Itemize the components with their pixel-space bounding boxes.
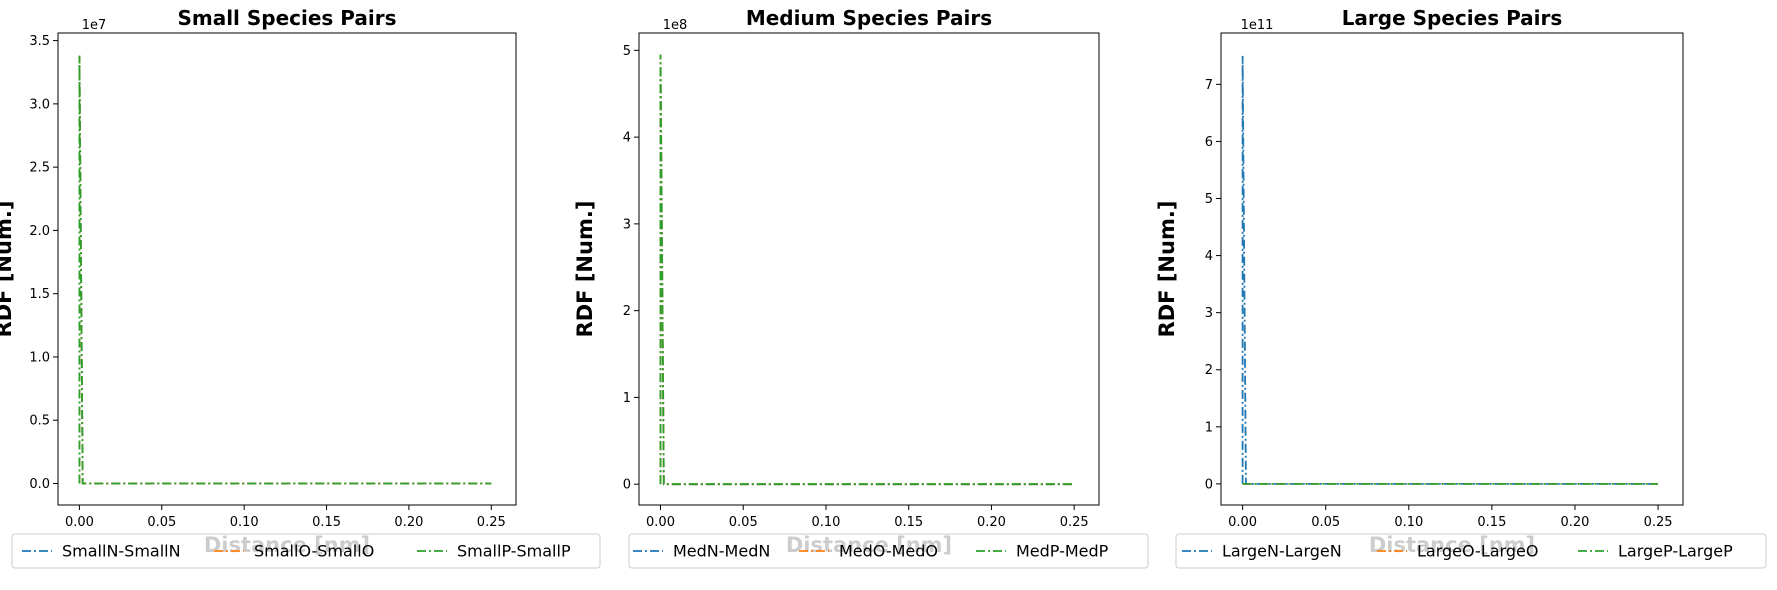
x-tick-label: 0.00: [646, 515, 675, 530]
legend-entry-label: SmallO-SmallO: [254, 542, 374, 561]
y-tick-label: 0.0: [29, 477, 50, 492]
x-tick-label: 0.10: [1394, 515, 1423, 530]
legend-entry-label: MedN-MedN: [673, 542, 770, 561]
x-tick-label: 0.25: [477, 515, 506, 530]
y-tick-label: 4: [623, 131, 631, 146]
plot-area-frame: [57, 32, 517, 506]
y-tick-label: 3: [1205, 306, 1213, 321]
legend-entry-label: LargeN-LargeN: [1222, 542, 1342, 561]
series-line-LargeN-LargeN: [1241, 55, 1659, 485]
x-tick-label: 0.00: [65, 515, 94, 530]
x-tick-label: 0.15: [312, 515, 341, 530]
y-axis-offset-label: 1e8: [663, 18, 688, 33]
y-tick-label: 1.5: [29, 287, 50, 302]
x-tick-label: 0.05: [147, 515, 176, 530]
y-tick-label: 3: [623, 217, 631, 232]
x-tick-label: 0.00: [1228, 515, 1257, 530]
legend-entry-label: SmallN-SmallN: [62, 542, 181, 561]
y-tick-label: 0.5: [29, 414, 50, 429]
x-tick-label: 0.20: [977, 515, 1006, 530]
y-tick-label: 2.0: [29, 224, 50, 239]
legend-entry-label: LargeO-LargeO: [1417, 542, 1538, 561]
y-tick-label: 2.5: [29, 161, 50, 176]
y-axis-offset-label: 1e11: [1241, 18, 1274, 33]
legend-box: [1175, 533, 1767, 569]
y-tick-label: 4: [1205, 249, 1213, 264]
series-line-SmallN-SmallN: [78, 55, 492, 485]
x-tick-label: 0.10: [812, 515, 841, 530]
y-tick-label: 1: [1205, 420, 1213, 435]
y-axis-offset-label: 1e7: [82, 18, 107, 33]
series-line-MedP-MedP: [659, 54, 1075, 486]
y-tick-label: 1.0: [29, 350, 50, 365]
x-tick-label: 0.25: [1060, 515, 1089, 530]
y-tick-label: 5: [623, 44, 631, 59]
y-axis-label: RDF [Num.]: [1155, 201, 1179, 338]
y-tick-label: 5: [1205, 192, 1213, 207]
y-tick-label: 3.0: [29, 97, 50, 112]
plot-area-frame: [1220, 32, 1684, 506]
chart-panel-0: Small Species Pairs 0.00 0.05 0.10 0.15 0.20 0…: [0, 6, 601, 569]
series-line-MedN-MedN: [659, 54, 1075, 486]
x-tick-label: 0.15: [1477, 515, 1506, 530]
y-tick-label: 0: [623, 478, 631, 493]
series-line-SmallP-SmallP: [78, 55, 492, 485]
y-tick-label: 0: [1205, 477, 1213, 492]
y-tick-label: 2: [623, 304, 631, 319]
x-tick-label: 0.20: [1561, 515, 1590, 530]
y-tick-label: 1: [623, 391, 631, 406]
series-line-MedO-MedO: [659, 54, 1075, 486]
x-tick-label: 0.10: [230, 515, 259, 530]
y-tick-label: 7: [1205, 78, 1213, 93]
series-line-SmallO-SmallO: [78, 55, 492, 485]
legend-entry-label: MedO-MedO: [839, 542, 938, 561]
chart-title: Small Species Pairs: [177, 6, 396, 30]
y-axis-label: RDF [Num.]: [573, 201, 597, 338]
legend-box: [11, 533, 601, 569]
y-tick-label: 6: [1205, 135, 1213, 150]
x-tick-label: 0.25: [1644, 515, 1673, 530]
plot-area-frame: [638, 32, 1100, 506]
legend-entry-label: MedP-MedP: [1016, 542, 1109, 561]
x-tick-label: 0.20: [394, 515, 423, 530]
legend-box: [628, 533, 1149, 569]
chart-title: Large Species Pairs: [1342, 6, 1563, 30]
y-tick-label: 3.5: [29, 34, 50, 49]
legend-entry-label: SmallP-SmallP: [457, 542, 571, 561]
chart-panel-1: Medium Species Pairs 0.00 0.05 0.10 0.15 0.20…: [573, 6, 1149, 569]
x-tick-label: 0.05: [1311, 515, 1340, 530]
y-tick-label: 2: [1205, 363, 1213, 378]
chart-panel-2: Large Species Pairs 0.00 0.05 0.10 0.15 0.20 0…: [1155, 6, 1767, 569]
y-axis-label: RDF [Num.]: [0, 201, 16, 338]
x-tick-label: 0.15: [894, 515, 923, 530]
x-tick-label: 0.05: [729, 515, 758, 530]
chart-title: Medium Species Pairs: [746, 6, 992, 30]
legend-entry-label: LargeP-LargeP: [1618, 542, 1733, 561]
